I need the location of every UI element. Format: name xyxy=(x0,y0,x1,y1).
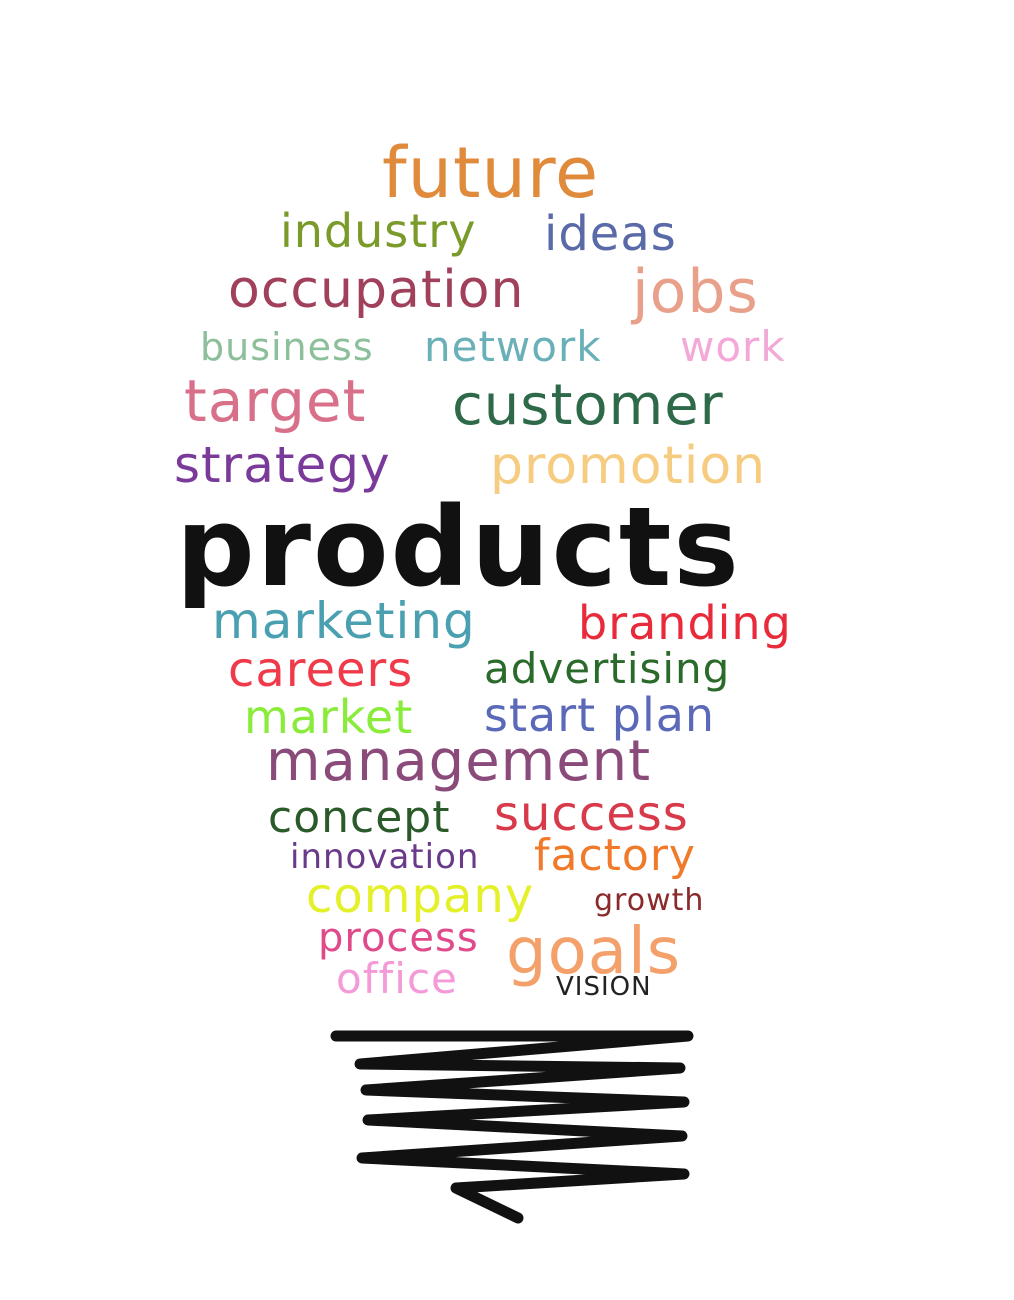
word-ideas: ideas xyxy=(544,206,677,262)
word-management: management xyxy=(266,729,652,794)
word-innovation: innovation xyxy=(290,837,480,877)
word-occupation: occupation xyxy=(228,260,525,320)
word-goals: goals xyxy=(506,915,682,989)
word-office: office xyxy=(336,954,458,1003)
word-advertising: advertising xyxy=(484,644,731,693)
word-concept: concept xyxy=(268,792,451,843)
word-branding: branding xyxy=(578,596,792,650)
word-customer: customer xyxy=(452,373,724,438)
lightbulb-base-stroke xyxy=(330,1030,694,1224)
word-strategy: strategy xyxy=(174,436,391,494)
word-products: products xyxy=(176,483,741,611)
word-future: future xyxy=(382,132,600,214)
word-factory: factory xyxy=(534,830,696,881)
word-market: market xyxy=(244,690,414,744)
word-promotion: promotion xyxy=(490,436,767,496)
word-target: target xyxy=(184,367,367,435)
word-jobs: jobs xyxy=(632,257,759,327)
word-network: network xyxy=(424,322,602,371)
word-work: work xyxy=(680,322,786,371)
word-careers: careers xyxy=(228,642,414,698)
word-start-plan: start plan xyxy=(484,688,716,742)
word-growth: growth xyxy=(594,883,705,918)
word-company: company xyxy=(306,868,535,924)
word-success: success xyxy=(494,786,689,842)
word-business: business xyxy=(200,325,374,369)
word-marketing: marketing xyxy=(212,592,476,650)
word-vision: VISION xyxy=(556,972,652,1002)
word-process: process xyxy=(318,915,479,961)
word-industry: industry xyxy=(280,204,477,258)
